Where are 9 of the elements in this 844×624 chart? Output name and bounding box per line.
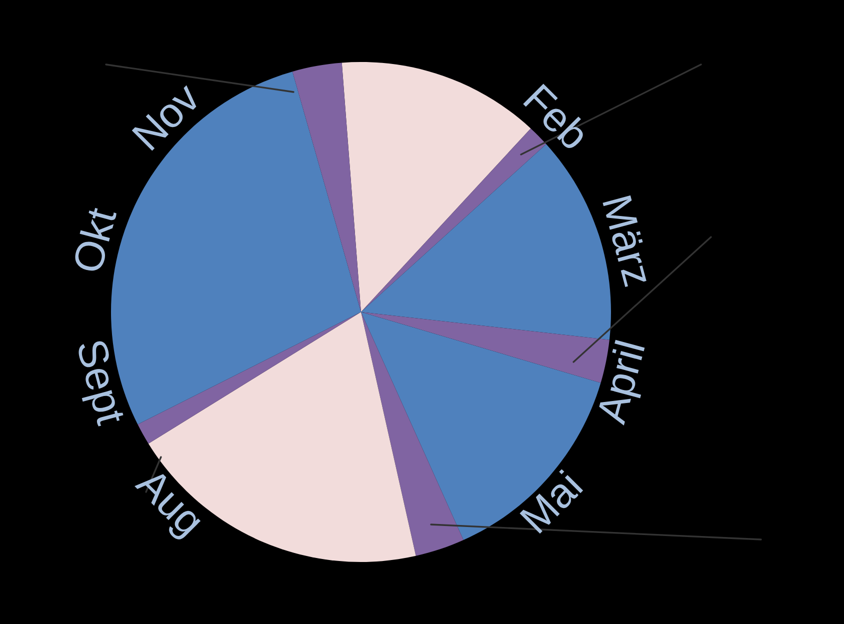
text: Nov bbox=[132, 80, 202, 151]
text: April bbox=[594, 340, 654, 428]
text: Okt bbox=[71, 205, 117, 274]
text: März bbox=[602, 195, 653, 288]
text: Feb bbox=[522, 82, 592, 152]
text: Mai bbox=[518, 469, 584, 534]
text: Aug bbox=[128, 466, 206, 543]
text: Sept bbox=[68, 338, 126, 429]
pie-slice bbox=[361, 312, 464, 556]
